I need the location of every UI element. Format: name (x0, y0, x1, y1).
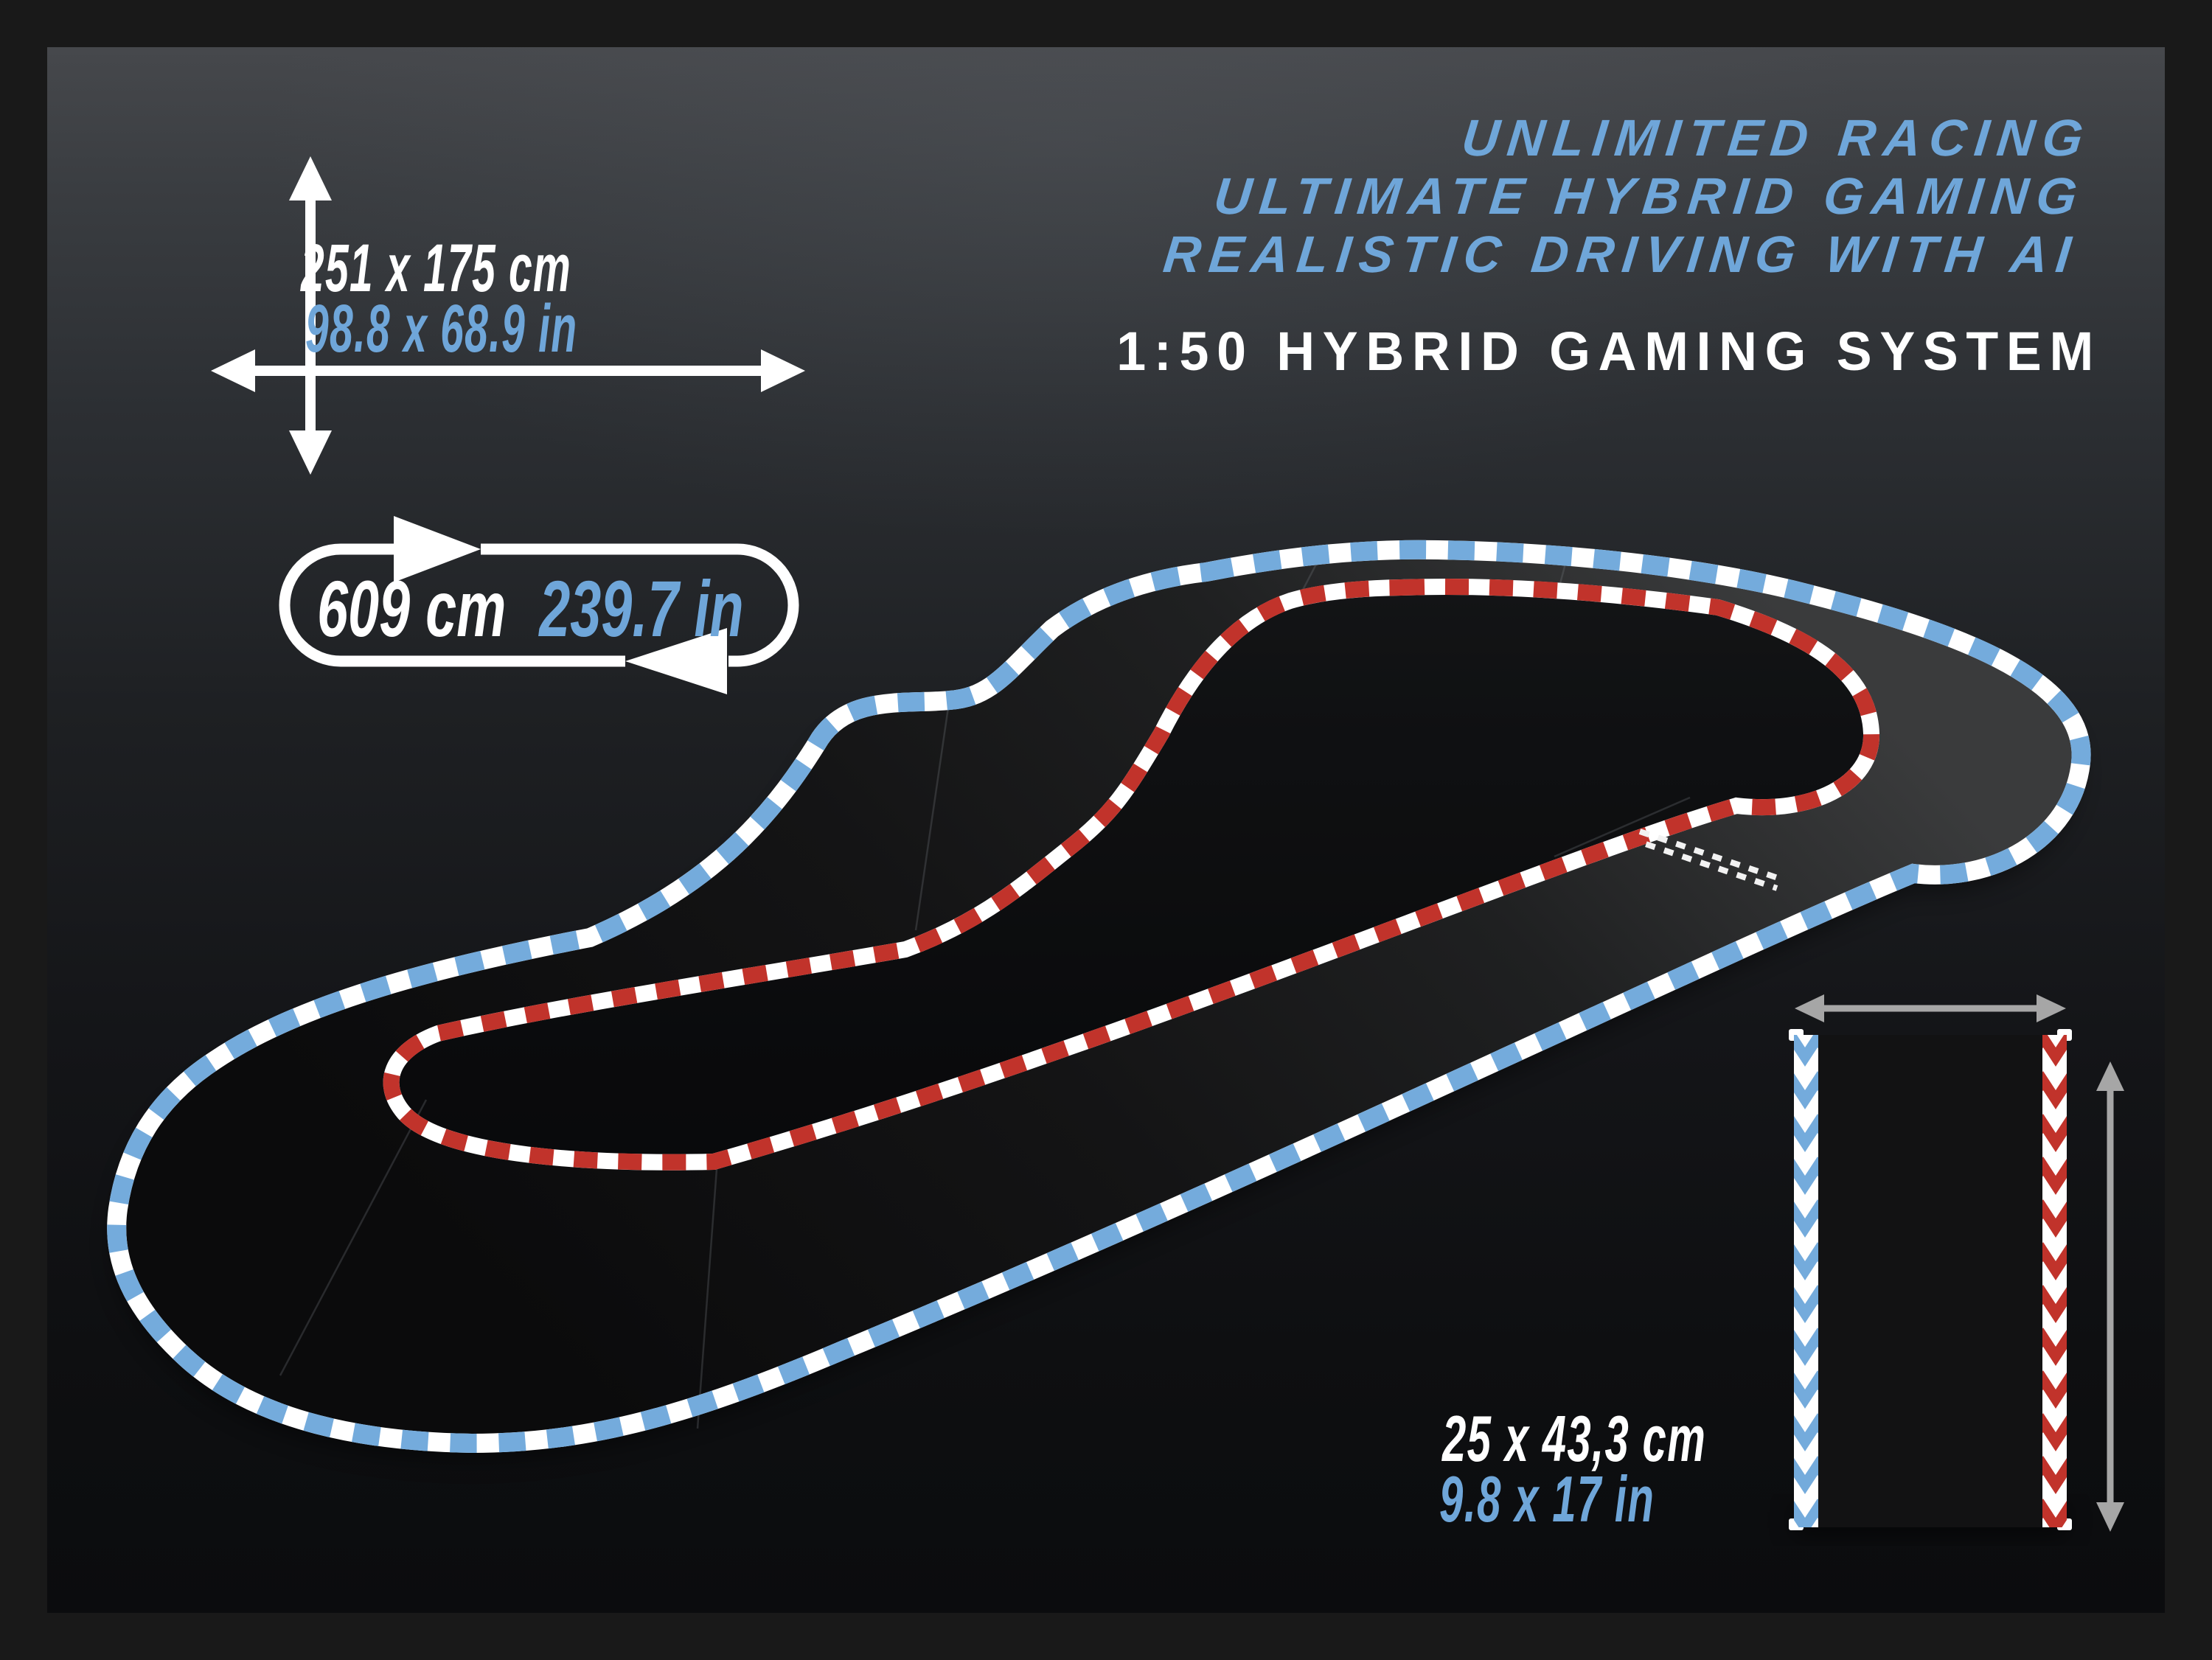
layout-size-cm: 251 x 175 cm (301, 231, 571, 306)
lap-length-cm: 609 cm (317, 564, 507, 653)
piece-blue-curb (1794, 1035, 1818, 1527)
lap-length: 609 cm 239.7 in (317, 569, 744, 649)
piece-size-cm: 25 x 43,3 cm (1442, 1402, 1707, 1475)
piece-red-curb (2042, 1035, 2067, 1527)
track-illustration (107, 540, 2091, 1460)
layout-size-in: 98.8 x 68.9 in (305, 291, 578, 366)
headline-line-1: UNLIMITED RACING (1459, 109, 2094, 167)
track-surface (116, 549, 2081, 1443)
lap-loop-icon (279, 516, 799, 694)
piece-length-arrow-icon (2096, 1061, 2124, 1532)
outer-curb-blue (107, 540, 2091, 1454)
size-crosshair-icon (211, 156, 805, 475)
start-finish-line-icon (1635, 829, 1781, 891)
system-title: 1:50 HYBRID GAMING SYSTEM (1116, 321, 2101, 382)
track-piece-illustration (1789, 1029, 2072, 1536)
inner-curb-red (383, 578, 1880, 1171)
headline: UNLIMITED RACING ULTIMATE HYBRID GAMING … (1161, 109, 2094, 284)
piece-surface (1818, 1035, 2042, 1527)
piece-size-in: 9.8 x 17 in (1439, 1462, 1655, 1535)
headline-line-3: REALISTIC DRIVING WITH AI (1161, 226, 2082, 283)
headline-line-2: ULTIMATE HYBRID GAMING (1211, 167, 2088, 225)
lap-length-in: 239.7 in (539, 564, 744, 653)
piece-width-arrow-icon (1795, 994, 2066, 1022)
